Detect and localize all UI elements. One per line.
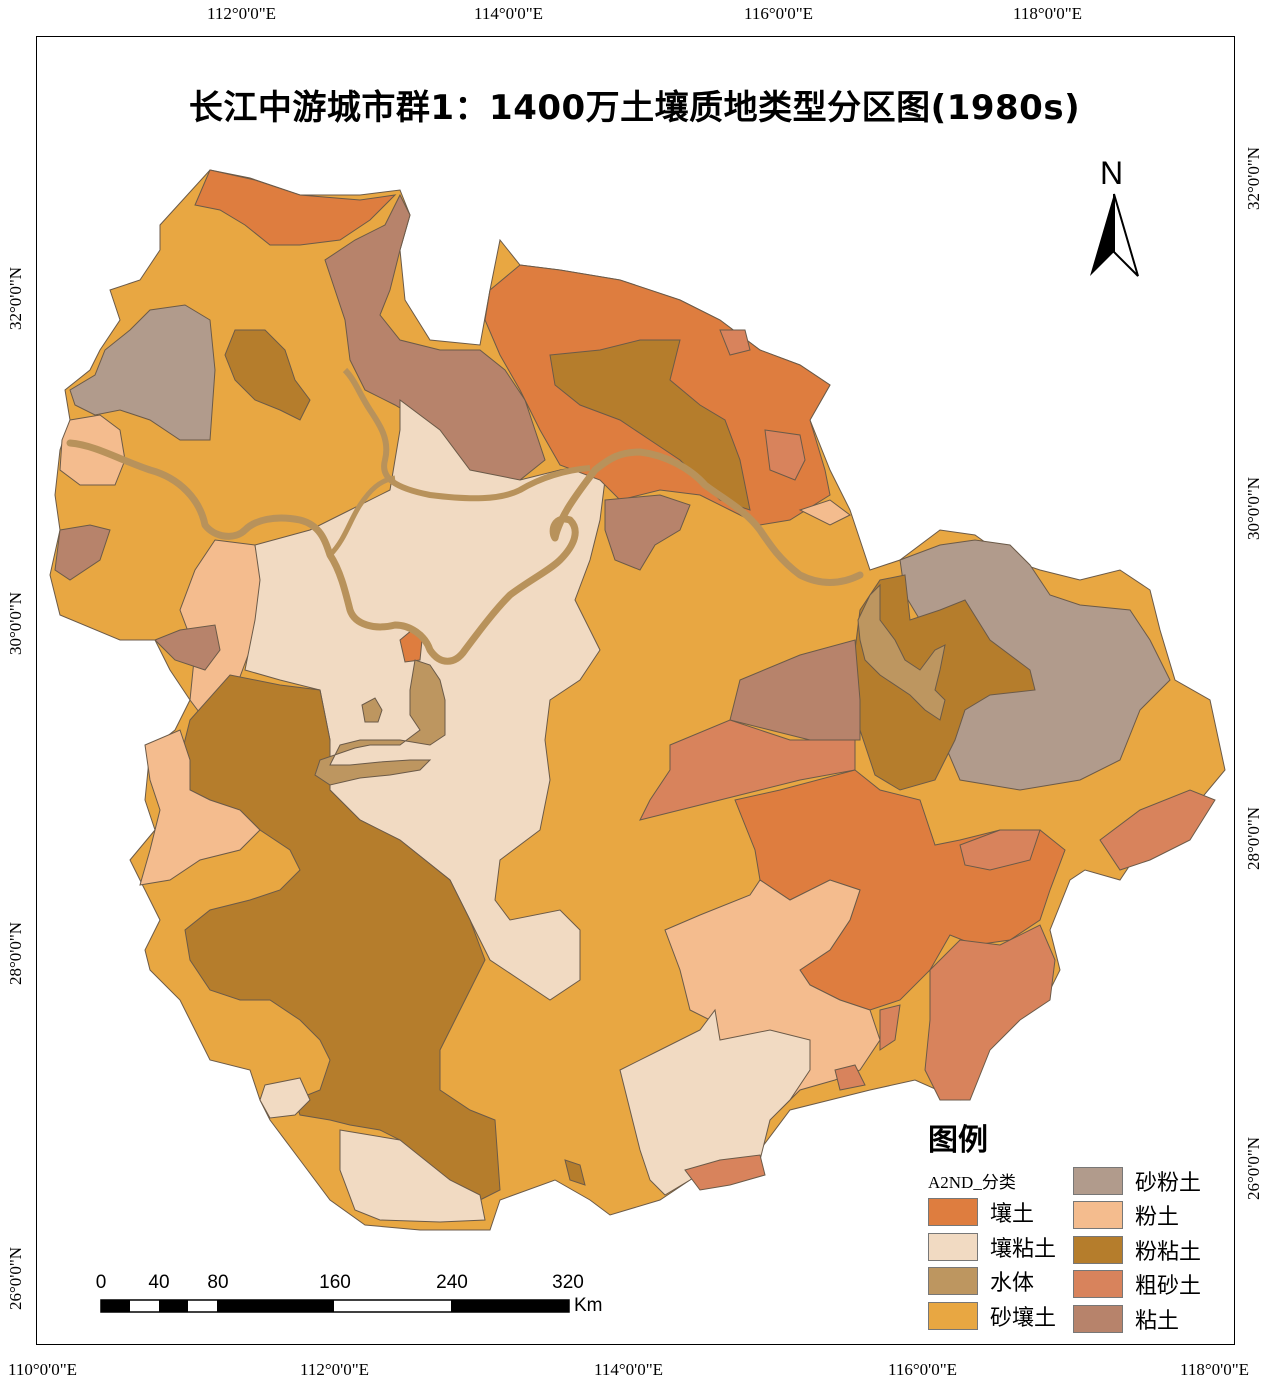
legend-swatch <box>1073 1236 1123 1264</box>
coord-left-32: 32°0'0"N <box>6 266 25 330</box>
legend-label: 粗砂土 <box>1135 1274 1202 1299</box>
scale-label-160: 160 <box>319 1272 351 1293</box>
region-coarse-sand-s <box>879 1004 901 1051</box>
region-clay-west-mid <box>154 624 221 671</box>
region-coarse-sand-ne2 <box>719 329 751 356</box>
map-frame <box>36 36 1235 1345</box>
water-han-river <box>342 367 591 502</box>
region-coarse-sand-se <box>924 924 1056 1101</box>
coord-left-30: 30°0'0"N <box>6 591 25 655</box>
legend-swatch <box>1073 1270 1123 1298</box>
scale-label-40: 40 <box>148 1272 170 1293</box>
coord-left-26: 26°0'0"N <box>6 1246 25 1310</box>
coord-top-114: 114°0'0"E <box>474 4 544 23</box>
legend-swatch <box>928 1302 978 1330</box>
coord-right-28: 28°0'0"N <box>1244 806 1263 870</box>
region-coarse-sand-se2 <box>959 829 1041 871</box>
north-arrow-icon <box>1090 193 1139 277</box>
legend-item: 粗砂土 <box>1073 1269 1201 1299</box>
scale-unit: Km <box>574 1295 603 1316</box>
coord-bottom-112: 112°0'0"E <box>300 1360 370 1379</box>
region-silty-clay-ne <box>549 339 751 511</box>
legend-swatch <box>928 1233 978 1261</box>
legend-label: 壤土 <box>990 1202 1035 1227</box>
region-silty-clay-sw <box>179 674 501 1201</box>
legend-item: 粉土 <box>1073 1200 1179 1230</box>
scale-label-0: 0 <box>95 1272 107 1293</box>
region-silty-clay-nw <box>224 329 311 421</box>
coord-top-116: 116°0'0"E <box>744 4 814 23</box>
legend-item: 砂粉土 <box>1073 1166 1201 1196</box>
legend-label: 粘土 <box>1135 1309 1180 1334</box>
water-lake-dongting <box>314 659 446 786</box>
legend-item: 砂壤土 <box>928 1301 1056 1331</box>
scale-label-80: 80 <box>207 1272 229 1293</box>
region-loam-nw <box>194 169 397 246</box>
region-silt-ne <box>798 499 851 526</box>
legend-swatch <box>1073 1167 1123 1195</box>
legend-label: 水体 <box>990 1271 1035 1296</box>
legend-item: 壤粘土 <box>928 1232 1056 1262</box>
region-coarse-sand-east-mid <box>639 719 856 821</box>
water-west-branch <box>328 475 396 557</box>
scale-label-320: 320 <box>552 1272 584 1293</box>
legend-item: 粉粘土 <box>1073 1235 1201 1265</box>
legend-swatch <box>928 1198 978 1226</box>
legend-swatch <box>1073 1201 1123 1229</box>
scale-label-240: 240 <box>436 1272 468 1293</box>
coord-right-32: 32°0'0"N <box>1244 146 1263 210</box>
map-title: 长江中游城市群1：1400万土壤质地类型分区图(1980s) <box>188 88 1081 128</box>
region-coarse-sand-south <box>684 1154 766 1191</box>
region-sandy-silt-nw <box>69 304 216 441</box>
region-silty-clay-south-small <box>564 1159 586 1186</box>
scale-bar <box>100 1299 570 1313</box>
coord-bottom-116: 116°0'0"E <box>888 1360 958 1379</box>
legend-title: 图例 <box>928 1123 988 1158</box>
legend-swatch <box>928 1267 978 1295</box>
region-loamy-clay-south <box>619 1008 811 1196</box>
region-clay-center <box>604 494 691 571</box>
region-loamy-clay-sw <box>259 1077 311 1119</box>
legend-label: 壤粘土 <box>990 1237 1057 1262</box>
region-clay-west <box>54 524 111 581</box>
region-coarse-sand-far-se <box>1099 789 1216 871</box>
region-loamy-clay-sw2 <box>339 1129 486 1223</box>
legend-item: 粘土 <box>1073 1304 1179 1334</box>
north-label: N <box>1100 155 1124 191</box>
region-coarse-sand-ne <box>764 429 806 481</box>
coord-bottom-110: 110°0'0"E <box>8 1360 78 1379</box>
coord-top-112: 112°0'0"E <box>207 4 277 23</box>
legend-subtitle: A2ND_分类 <box>928 1173 1016 1192</box>
legend-item: 水体 <box>928 1266 1034 1296</box>
coord-bottom-114: 114°0'0"E <box>594 1360 664 1379</box>
coord-right-30: 30°0'0"N <box>1244 476 1263 540</box>
legend-swatch <box>1073 1305 1123 1333</box>
region-coarse-sand-s2 <box>834 1064 866 1091</box>
coord-bottom-118: 118°0'0"E <box>1180 1360 1250 1379</box>
region-clay-east-mid <box>729 639 861 741</box>
water-lake-small <box>361 697 383 723</box>
water-lake-poyang <box>857 583 946 721</box>
water-yangtze-river <box>66 439 864 665</box>
legend-label: 粉土 <box>1135 1205 1180 1230</box>
legend-label: 砂粉土 <box>1135 1171 1202 1196</box>
coord-top-118: 118°0'0"E <box>1013 4 1083 23</box>
legend-label: 砂壤土 <box>990 1306 1057 1331</box>
coord-left-28: 28°0'0"N <box>6 921 25 985</box>
region-silt-west-south <box>139 729 261 886</box>
coord-right-26: 26°0'0"N <box>1244 1136 1263 1200</box>
legend-label: 粉粘土 <box>1135 1240 1202 1265</box>
legend-item: 壤土 <box>928 1197 1034 1227</box>
